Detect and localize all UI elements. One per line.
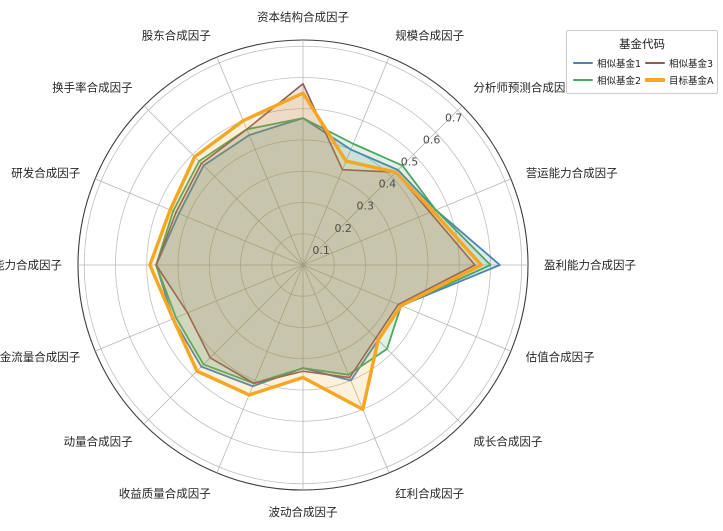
legend-color-swatch: [573, 79, 593, 81]
radial-tick-label: 0.5: [401, 156, 419, 169]
axis-spoke: [216, 264, 304, 474]
axis-label: 红利合成因子: [395, 487, 464, 501]
axis-label: 盈利能力合成因子: [544, 258, 636, 272]
legend-item-label: 目标基金A: [669, 76, 714, 87]
radial-tick-label: 0.2: [334, 222, 352, 235]
axis-label: 估值合成因子: [526, 350, 595, 364]
series-layer: [148, 82, 501, 412]
radial-tick-label: 0.4: [379, 178, 397, 191]
axis-label: 分析师预测合成因子: [473, 81, 577, 95]
radial-tick-label: 0.1: [312, 244, 330, 257]
legend-title: 基金代码: [619, 37, 665, 51]
axis-spoke: [302, 178, 512, 266]
radial-tick-label: 0.3: [357, 200, 375, 213]
series-polygon: [155, 82, 476, 385]
axis-label: 成长合成因子: [473, 434, 542, 448]
axis-label: 现金流量合成因子: [0, 350, 80, 364]
axis-spoke: [302, 264, 463, 425]
axis-label: 资本结构合成因子: [257, 10, 349, 24]
axis-label: 营运能力合成因子: [526, 166, 618, 180]
legend-color-swatch: [645, 78, 666, 82]
legend-item[interactable]: 相似基金2: [573, 73, 641, 87]
legend-item-label: 相似基金1: [597, 59, 642, 70]
axis-label: 换手率合成因子: [52, 81, 133, 95]
axis-label: 研发合成因子: [11, 166, 80, 180]
axis-spoke: [216, 56, 304, 266]
legend-items: 相似基金1 相似基金3 相似基金2 目标基金A: [573, 56, 714, 87]
polar-grid: [77, 39, 529, 491]
axis-label: 股东合成因子: [142, 28, 211, 42]
axis-label: 收益质量合成因子: [119, 487, 211, 501]
axis-label: 波动合成因子: [269, 505, 338, 519]
legend-item-label: 相似基金2: [597, 76, 642, 87]
axis-label: 动量合成因子: [64, 434, 133, 448]
axis-spoke: [143, 105, 304, 266]
axis-spoke: [302, 264, 390, 474]
series-polygon: [148, 91, 483, 412]
axis-spoke: [94, 264, 304, 352]
axis-spoke: [302, 105, 463, 266]
legend-color-swatch: [645, 62, 666, 64]
axis-label: 规模合成因子: [395, 28, 464, 42]
axis-spoke: [143, 264, 304, 425]
axis-label: 偿债能力合成因子: [0, 258, 62, 272]
legend-item[interactable]: 目标基金A: [645, 73, 714, 87]
axis-spoke: [94, 178, 304, 266]
radial-tick-label: 0.7: [445, 111, 463, 124]
axis-category-labels: 资本结构合成因子规模合成因子分析师预测合成因子营运能力合成因子盈利能力合成因子估…: [0, 10, 636, 519]
legend-item-label: 相似基金3: [669, 59, 714, 70]
legend-item[interactable]: 相似基金3: [645, 56, 714, 70]
legend: 基金代码 相似基金1 相似基金3 相似基金2 目标基金A: [566, 30, 718, 94]
legend-color-swatch: [573, 62, 593, 64]
legend-item[interactable]: 相似基金1: [573, 56, 641, 70]
axis-spoke: [302, 264, 512, 352]
radial-tick-labels: 0.1 0.2 0.3 0.4 0.5 0.6 0.7: [312, 111, 462, 257]
radial-tick-label: 0.6: [423, 133, 441, 146]
